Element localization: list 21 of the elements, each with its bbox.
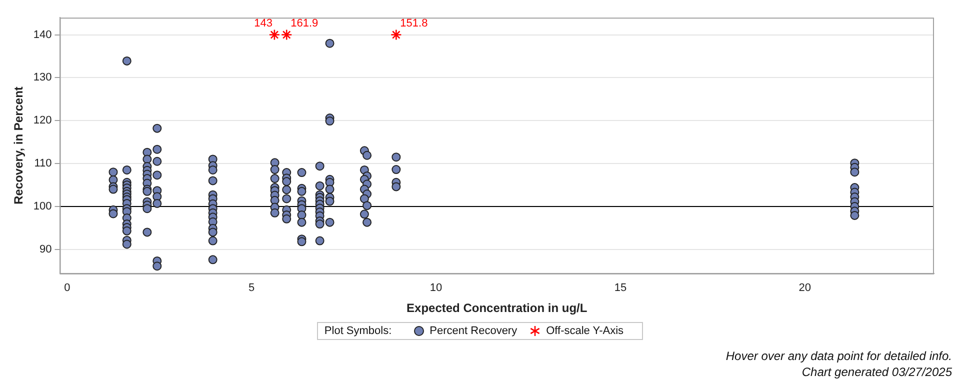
annotation: 161.9 [290,17,318,30]
x-tick-label: 5 [248,282,255,294]
x-tick-label: 10 [430,282,442,294]
y-tick-label: 90 [40,243,52,256]
y-tick-label: 110 [34,158,52,170]
x-tick-label: 0 [64,282,70,294]
text: Hover over any data point for detailed info. [724,348,952,364]
y-tick-label: 130 [33,72,52,84]
y-tick-label: 140 [33,28,52,41]
y-axis-title: Recovery, in Percent [12,86,26,204]
legend-label: Percent Recovery [430,325,518,337]
annotation: 151.8 [400,17,428,30]
x-tick-label: 20 [798,282,812,294]
legend-label: Off-scale Y-Axis [546,325,624,337]
annotation: 143 [254,17,272,30]
text: Chart generated 03/27/2025 [800,364,952,380]
legend-title: Plot Symbols: [324,325,392,337]
x-axis-title: Expected Concentration in ug/L [406,301,588,316]
y-tick-label: 100 [33,200,52,212]
x-tick-label: 15 [614,282,627,294]
y-tick-label: 120 [33,114,52,127]
